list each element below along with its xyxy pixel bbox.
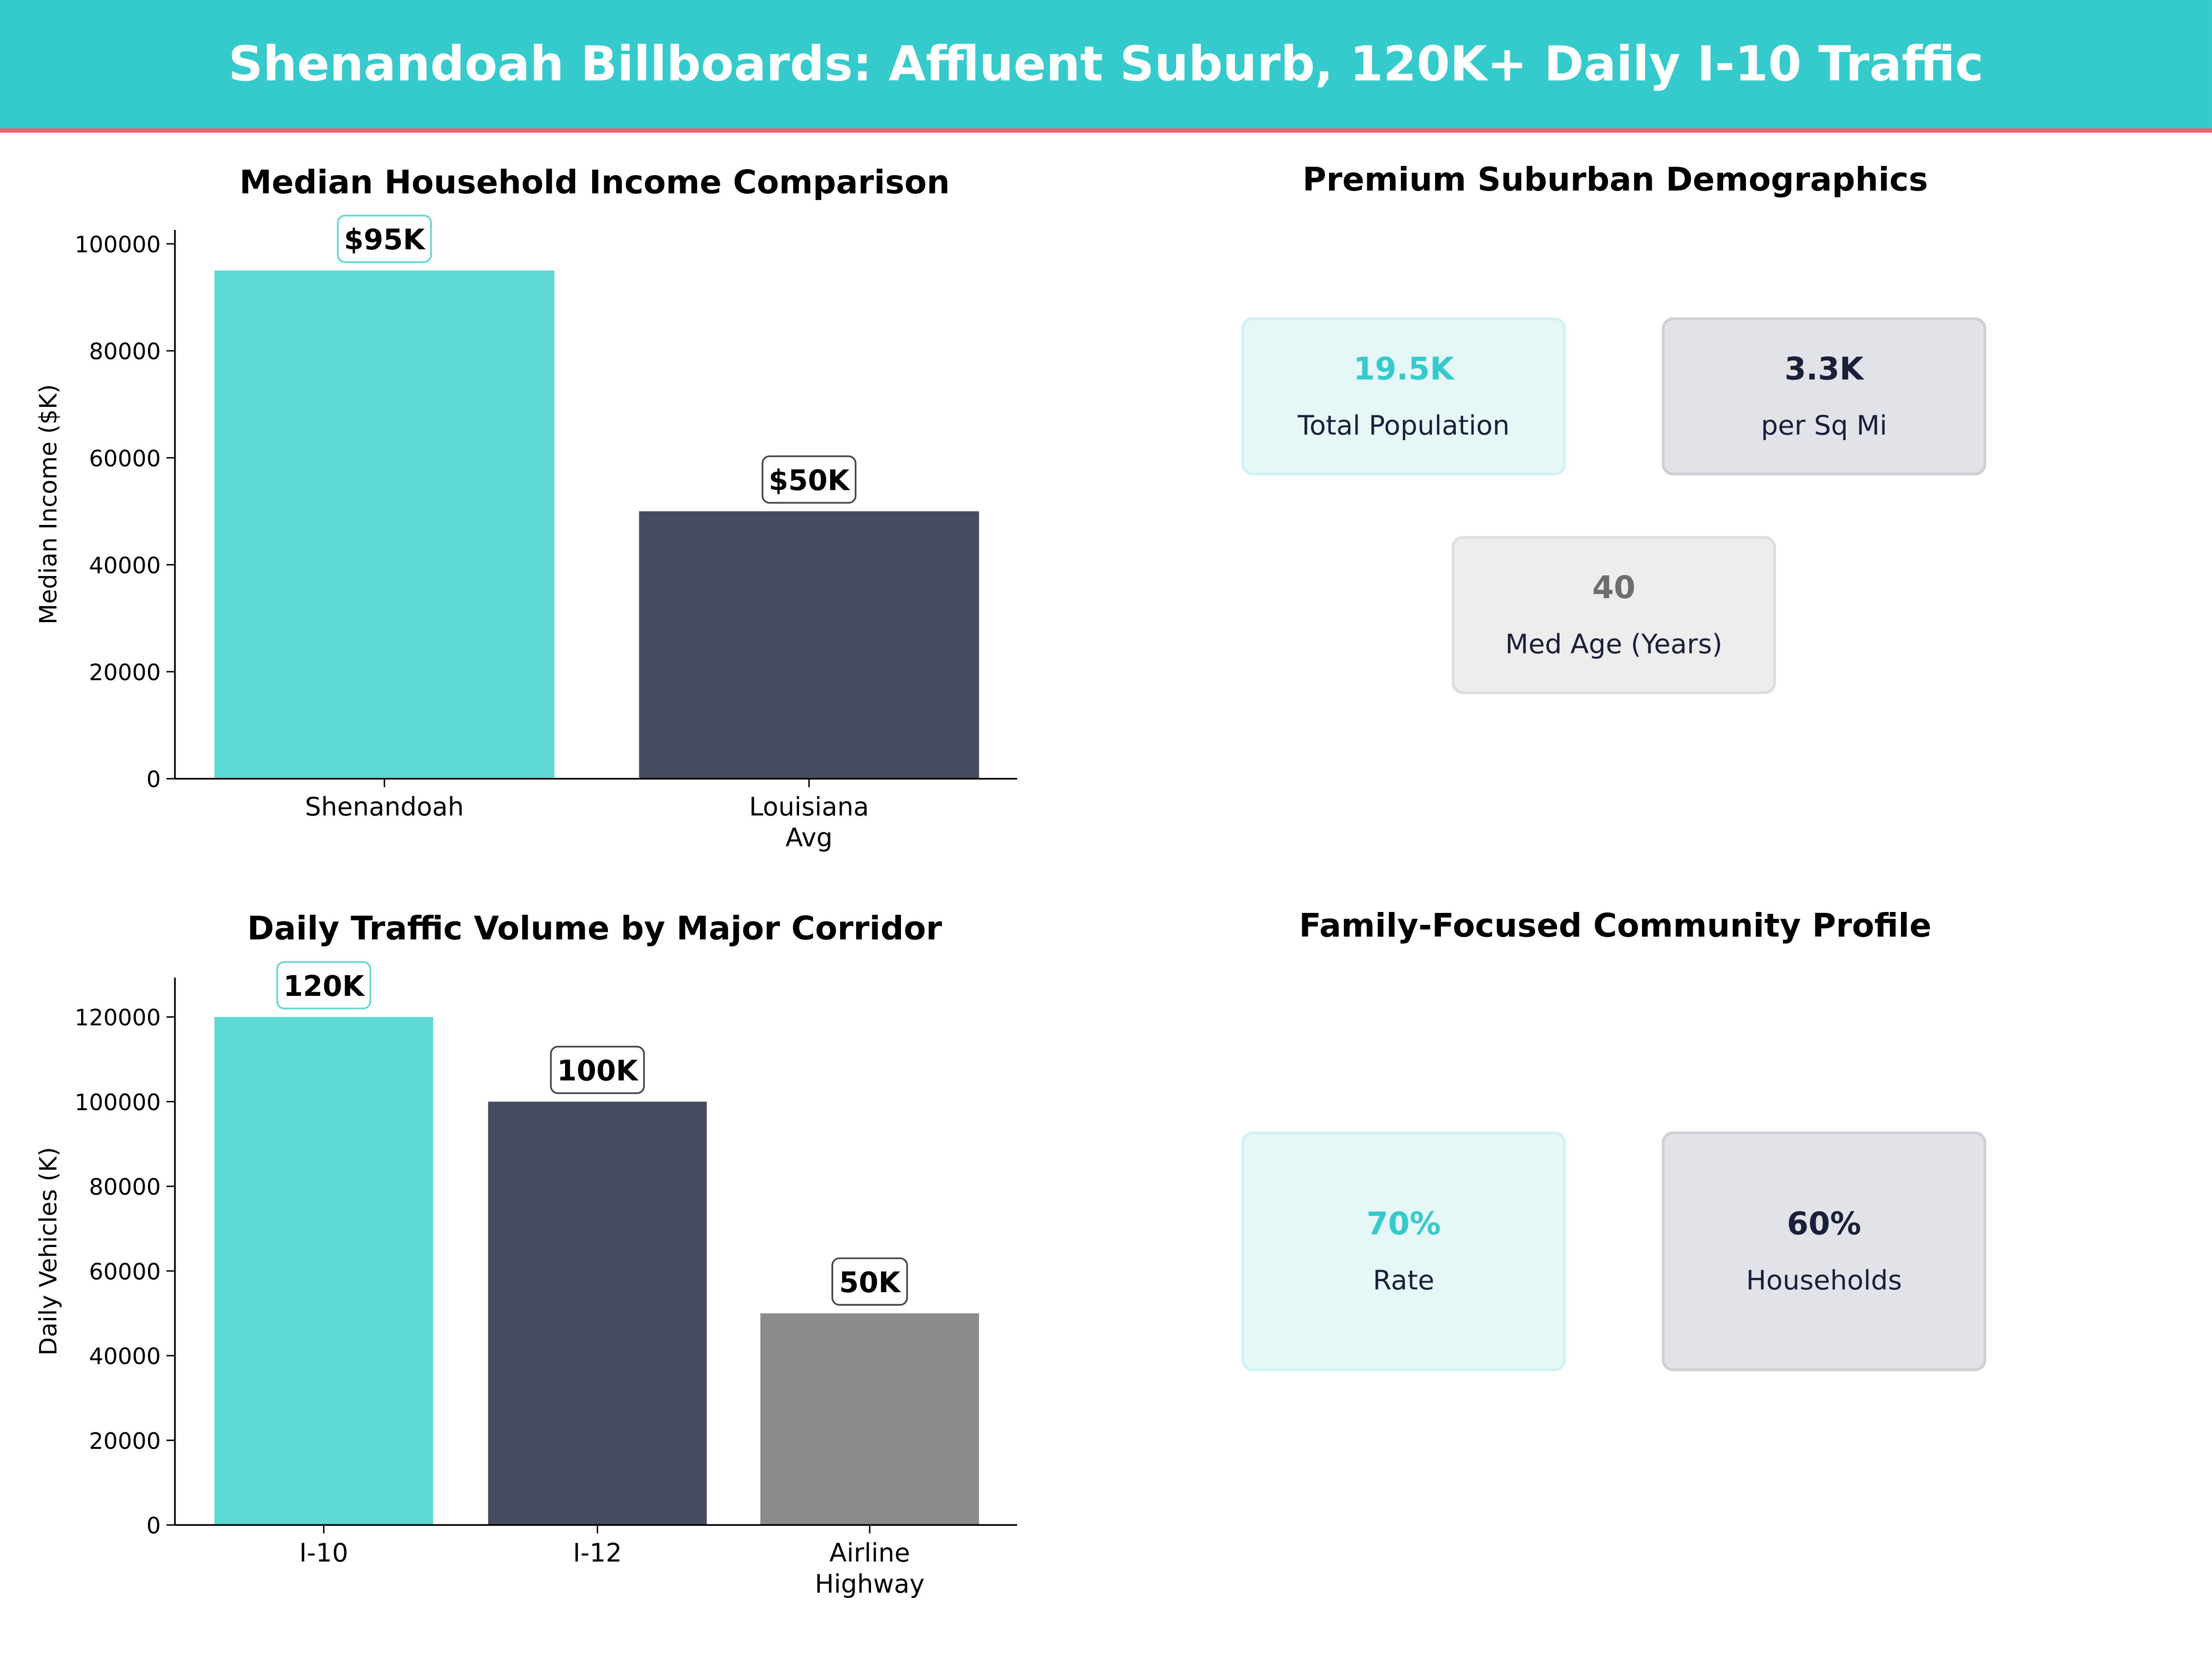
data-label: 120K bbox=[283, 970, 365, 1003]
y-tick-label: 60000 bbox=[89, 446, 161, 472]
card-value: 70% bbox=[1366, 1206, 1441, 1242]
x-tick-label: Highway bbox=[815, 1569, 924, 1599]
data-label-box bbox=[831, 1257, 908, 1306]
demographics-title: Premium Suburban Demographics bbox=[1302, 162, 1928, 199]
y-tick-label: 0 bbox=[147, 766, 161, 793]
data-label: $95K bbox=[344, 224, 426, 256]
y-tick-label: 40000 bbox=[89, 553, 161, 579]
y-tick-label: 60000 bbox=[89, 1259, 161, 1285]
data-label-box bbox=[761, 455, 857, 504]
card-density: 3.3K per Sq Mi bbox=[1662, 317, 1987, 476]
y-axis-label: Median Income ($K) bbox=[35, 384, 62, 625]
card-value: 60% bbox=[1787, 1206, 1861, 1242]
data-label-box bbox=[276, 961, 371, 1010]
bar-1 bbox=[214, 271, 555, 779]
data-label-box bbox=[337, 214, 432, 263]
x-tick-label: Avg bbox=[786, 823, 833, 853]
x-tick-label: Airline bbox=[830, 1538, 910, 1568]
y-tick-label: 20000 bbox=[89, 659, 161, 686]
y-tick-label: 80000 bbox=[89, 1174, 161, 1200]
bar-2 bbox=[488, 1101, 707, 1525]
x-tick-label: Shenandoah bbox=[305, 792, 464, 821]
card-label: Households bbox=[1746, 1265, 1902, 1296]
y-tick-label: 120000 bbox=[75, 1005, 161, 1031]
card-households: 60% Households bbox=[1662, 1131, 1987, 1371]
y-tick-label: 0 bbox=[147, 1513, 161, 1539]
y-tick-label: 20000 bbox=[89, 1428, 161, 1454]
chart-title: Median Household Income Comparison bbox=[240, 163, 950, 201]
card-rate: 70% Rate bbox=[1241, 1131, 1566, 1371]
card-label: per Sq Mi bbox=[1761, 410, 1888, 441]
x-tick-label: Louisiana bbox=[749, 792, 869, 821]
x-tick-label: I-10 bbox=[299, 1538, 348, 1568]
card-value: 40 bbox=[1592, 571, 1635, 606]
bar-1 bbox=[214, 1017, 433, 1525]
y-tick-label: 100000 bbox=[75, 1089, 161, 1116]
card-label: Rate bbox=[1373, 1265, 1435, 1296]
card-value: 19.5K bbox=[1353, 352, 1454, 388]
card-label: Total Population bbox=[1297, 410, 1510, 441]
card-median-age: 40 Med Age (Years) bbox=[1451, 536, 1777, 694]
y-axis-label: Daily Vehicles (K) bbox=[35, 1147, 62, 1356]
data-label: 50K bbox=[839, 1266, 901, 1299]
y-tick-label: 100000 bbox=[75, 232, 161, 258]
card-total-population: 19.5K Total Population bbox=[1241, 317, 1566, 476]
data-label: $50K bbox=[769, 465, 851, 497]
chart-title: Daily Traffic Volume by Major Corridor bbox=[247, 910, 942, 947]
y-tick-label: 80000 bbox=[89, 339, 161, 365]
x-tick-label: I-12 bbox=[573, 1538, 622, 1568]
header-banner: Shenandoah Billboards: Affluent Suburb, … bbox=[0, 0, 2212, 133]
page-title: Shenandoah Billboards: Affluent Suburb, … bbox=[228, 36, 1984, 93]
bar-2 bbox=[639, 511, 979, 779]
y-tick-label: 40000 bbox=[89, 1343, 161, 1370]
card-label: Med Age (Years) bbox=[1505, 628, 1723, 660]
data-label-box bbox=[550, 1046, 645, 1094]
card-value: 3.3K bbox=[1784, 352, 1864, 388]
community-title: Family-Focused Community Profile bbox=[1299, 908, 1932, 946]
data-label: 100K bbox=[557, 1055, 639, 1088]
bar-3 bbox=[760, 1313, 979, 1525]
